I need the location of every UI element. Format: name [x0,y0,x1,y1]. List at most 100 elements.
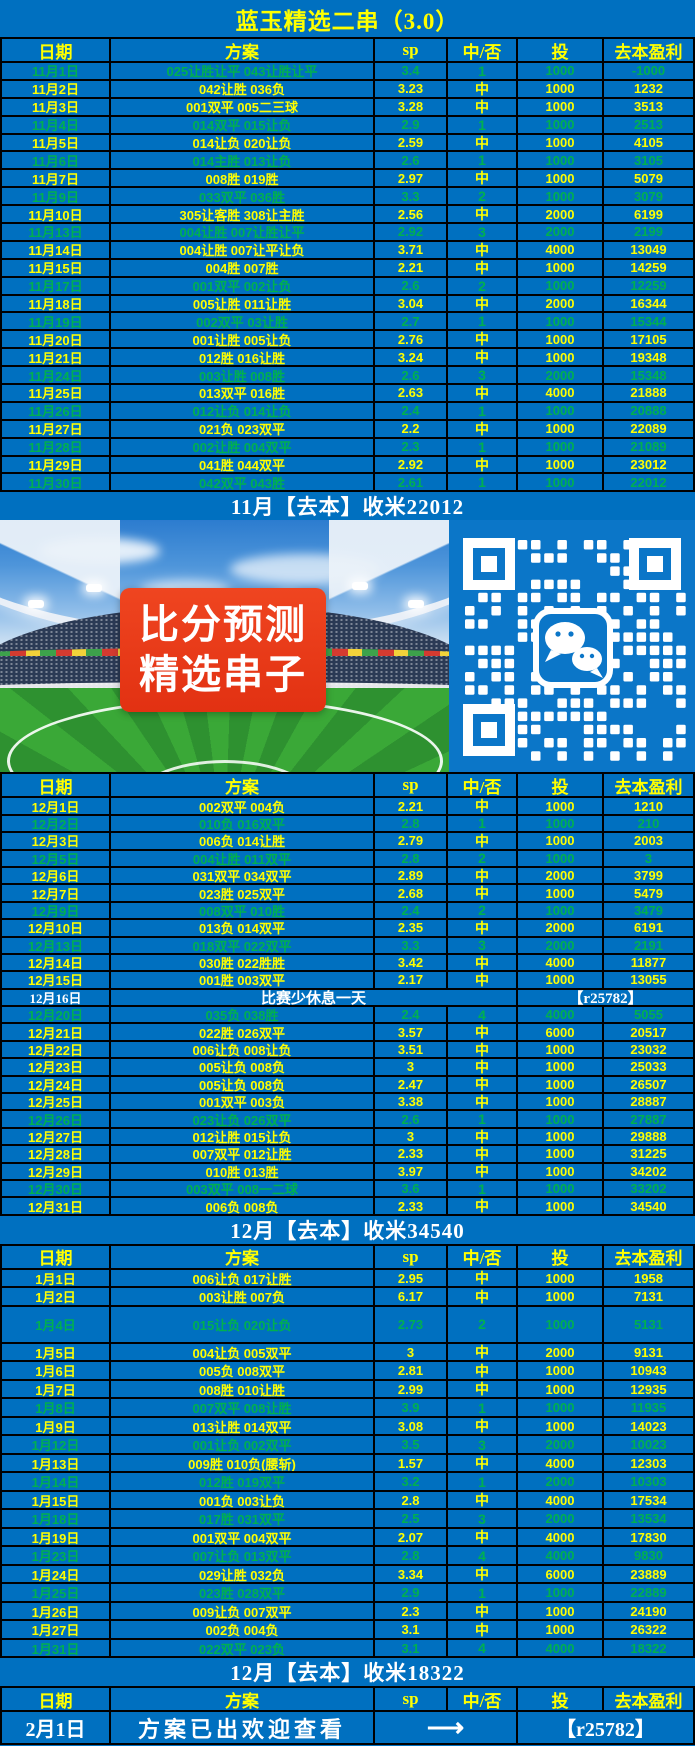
table-row: 11月17日 001双平 002让负 2.6 2 1000 12259 [0,277,695,296]
profit-cell: 20888 [604,402,695,421]
sp-cell: 2.8 [375,815,448,834]
november-header-row: 日期 方案 sp 中/否投去本盈利 [0,37,695,63]
page-title: 蓝玉精选二串（3.0） [235,8,460,34]
stake-cell: 2000 [518,1510,604,1529]
column-header-date: 日期 [0,1243,111,1270]
table-row: 11月29日 041胜 044双平 2.92 中 1000 23012 [0,456,695,475]
date-cell: 12月5日 [0,850,111,868]
sp-cell: 2.2 [375,420,448,439]
result-cell: 1 [448,1399,518,1418]
result-cell: 2 [448,1306,518,1344]
stake-cell: 4000 [518,1528,604,1548]
result-cell: 中 [448,456,518,475]
column-header-stake: 投 [518,1686,604,1713]
floodlight-icon [408,600,424,609]
result-cell: 中 [448,1602,518,1622]
profit-cell: 5055 [604,1007,695,1025]
column-header-plan: 方案 [111,772,375,799]
plan-cell: 041胜 044双平 [111,456,375,475]
stake-cell: 1000 [518,833,604,851]
date-cell: 12月16日 [0,989,111,1008]
plan-cell: 005让胜 011让胜 [111,295,375,314]
plan-cell: 029让胜 032负 [111,1565,375,1585]
date-cell: 12月6日 [0,867,111,886]
sp-cell: 3.1 [375,1639,448,1659]
profit-cell: 13055 [604,972,695,990]
table-row: 12月24日 005让负 008负 2.47 中 1000 26507 [0,1076,695,1095]
date-cell: 12月13日 [0,937,111,955]
plan-cell: 305让客胜 308让主胜 [111,206,375,225]
result-cell: 中 [448,1417,518,1437]
result-cell: 4 [448,1007,518,1025]
promo-banner: 比分预测 精选串子 [0,520,695,773]
table-row: 11月9日 033双平 036胜 3.3 2 1000 3079 [0,188,695,207]
table-row: 1月7日 008胜 010让胜 2.99 中 1000 12935 [0,1380,695,1400]
january-header-row: 日期 方案 sp 中/否投去本盈利 [0,1243,695,1270]
plan-cell: 014主胜 013让负 [111,152,375,171]
result-cell: 中 [448,1094,518,1112]
profit-cell: 14023 [604,1417,695,1437]
profit-cell: 28887 [604,1094,695,1112]
stake-cell: 1000 [518,1146,604,1164]
stake-cell: 1000 [518,972,604,990]
table-row: 12月2日 010负 016双平 2.8 1 1000 210 [0,815,695,834]
result-cell: 3 [448,937,518,955]
table-row: 12月23日 005让负 008负 3 中 1000 25033 [0,1059,695,1077]
column-header-plan: 方案 [111,1243,375,1270]
date-cell: 12月20日 [0,1007,111,1025]
sp-cell: 2.8 [375,850,448,868]
table-row: 11月2日 042让胜 036负 3.23 中 1000 1232 [0,80,695,99]
plan-cell: 003让胜 008胜 [111,367,375,386]
stake-cell: 4000 [518,1491,604,1511]
table-row: 12月5日 004让胜 011双平 2.8 2 1000 3 [0,850,695,868]
sp-cell: 3.42 [375,954,448,973]
date-cell: 1月18日 [0,1510,111,1529]
plan-cell: 方案已出欢迎查看 [111,1712,375,1746]
column-header-result: 中/否 [448,1243,518,1270]
profit-cell: 2191 [604,937,695,955]
plan-cell: 010胜 013胜 [111,1163,375,1181]
profit-cell: 5131 [604,1306,695,1344]
sp-cell: 2.6 [375,367,448,386]
result-cell: 中 [448,954,518,973]
table-row: 1月12日 001让负 002双平 3.5 3 2000 10023 [0,1436,695,1455]
sp-cell: 3.51 [375,1041,448,1060]
table-row: 11月10日 305让客胜 308让主胜 2.56 中 2000 6199 [0,206,695,225]
result-cell: 3 [448,1436,518,1455]
result-cell: 中 [448,1454,518,1474]
wechat-qr-code [449,520,695,773]
sp-cell: 3.5 [375,1436,448,1455]
result-cell: 1 [448,63,518,81]
table-row: 11月18日 005让胜 011让胜 3.04 中 2000 16344 [0,295,695,314]
footer-header-row: 日期 方案 sp 中/否投去本盈利 [0,1686,695,1713]
result-cell: 中 [448,420,518,439]
sp-cell: 2.61 [375,474,448,493]
profit-cell: 6191 [604,920,695,938]
date-cell: 11月6日 [0,152,111,171]
profit-cell: 17105 [604,331,695,350]
code-cell: 【r25782】 [518,989,695,1008]
result-cell: 中 [448,385,518,403]
result-cell: 2 [448,188,518,207]
stake-cell: 1000 [518,313,604,332]
date-cell: 12月25日 [0,1094,111,1112]
plan-cell: 005让负 008负 [111,1076,375,1095]
plan-cell: 002让胜 004双平 [111,438,375,457]
profit-cell: 29888 [604,1128,695,1147]
plan-cell: 006负 008负 [111,1198,375,1216]
result-cell: 中 [448,1041,518,1060]
sp-cell: 2.56 [375,206,448,225]
profit-cell: 21089 [604,438,695,457]
date-cell: 1月5日 [0,1343,111,1363]
table-row: 11月24日 003让胜 008胜 2.6 3 2000 15348 [0,367,695,386]
result-cell: 中 [448,885,518,903]
table-row: 1月14日 012胜 019双平 3.2 1 2000 10303 [0,1473,695,1492]
sp-cell: 2.95 [375,1269,448,1289]
sp-cell: 3.6 [375,1180,448,1199]
date-cell: 12月3日 [0,833,111,851]
stake-cell: 1000 [518,402,604,421]
result-cell: 1 [448,116,518,135]
sp-cell: 2.9 [375,1584,448,1603]
date-cell: 1月26日 [0,1602,111,1622]
date-cell: 11月7日 [0,170,111,189]
